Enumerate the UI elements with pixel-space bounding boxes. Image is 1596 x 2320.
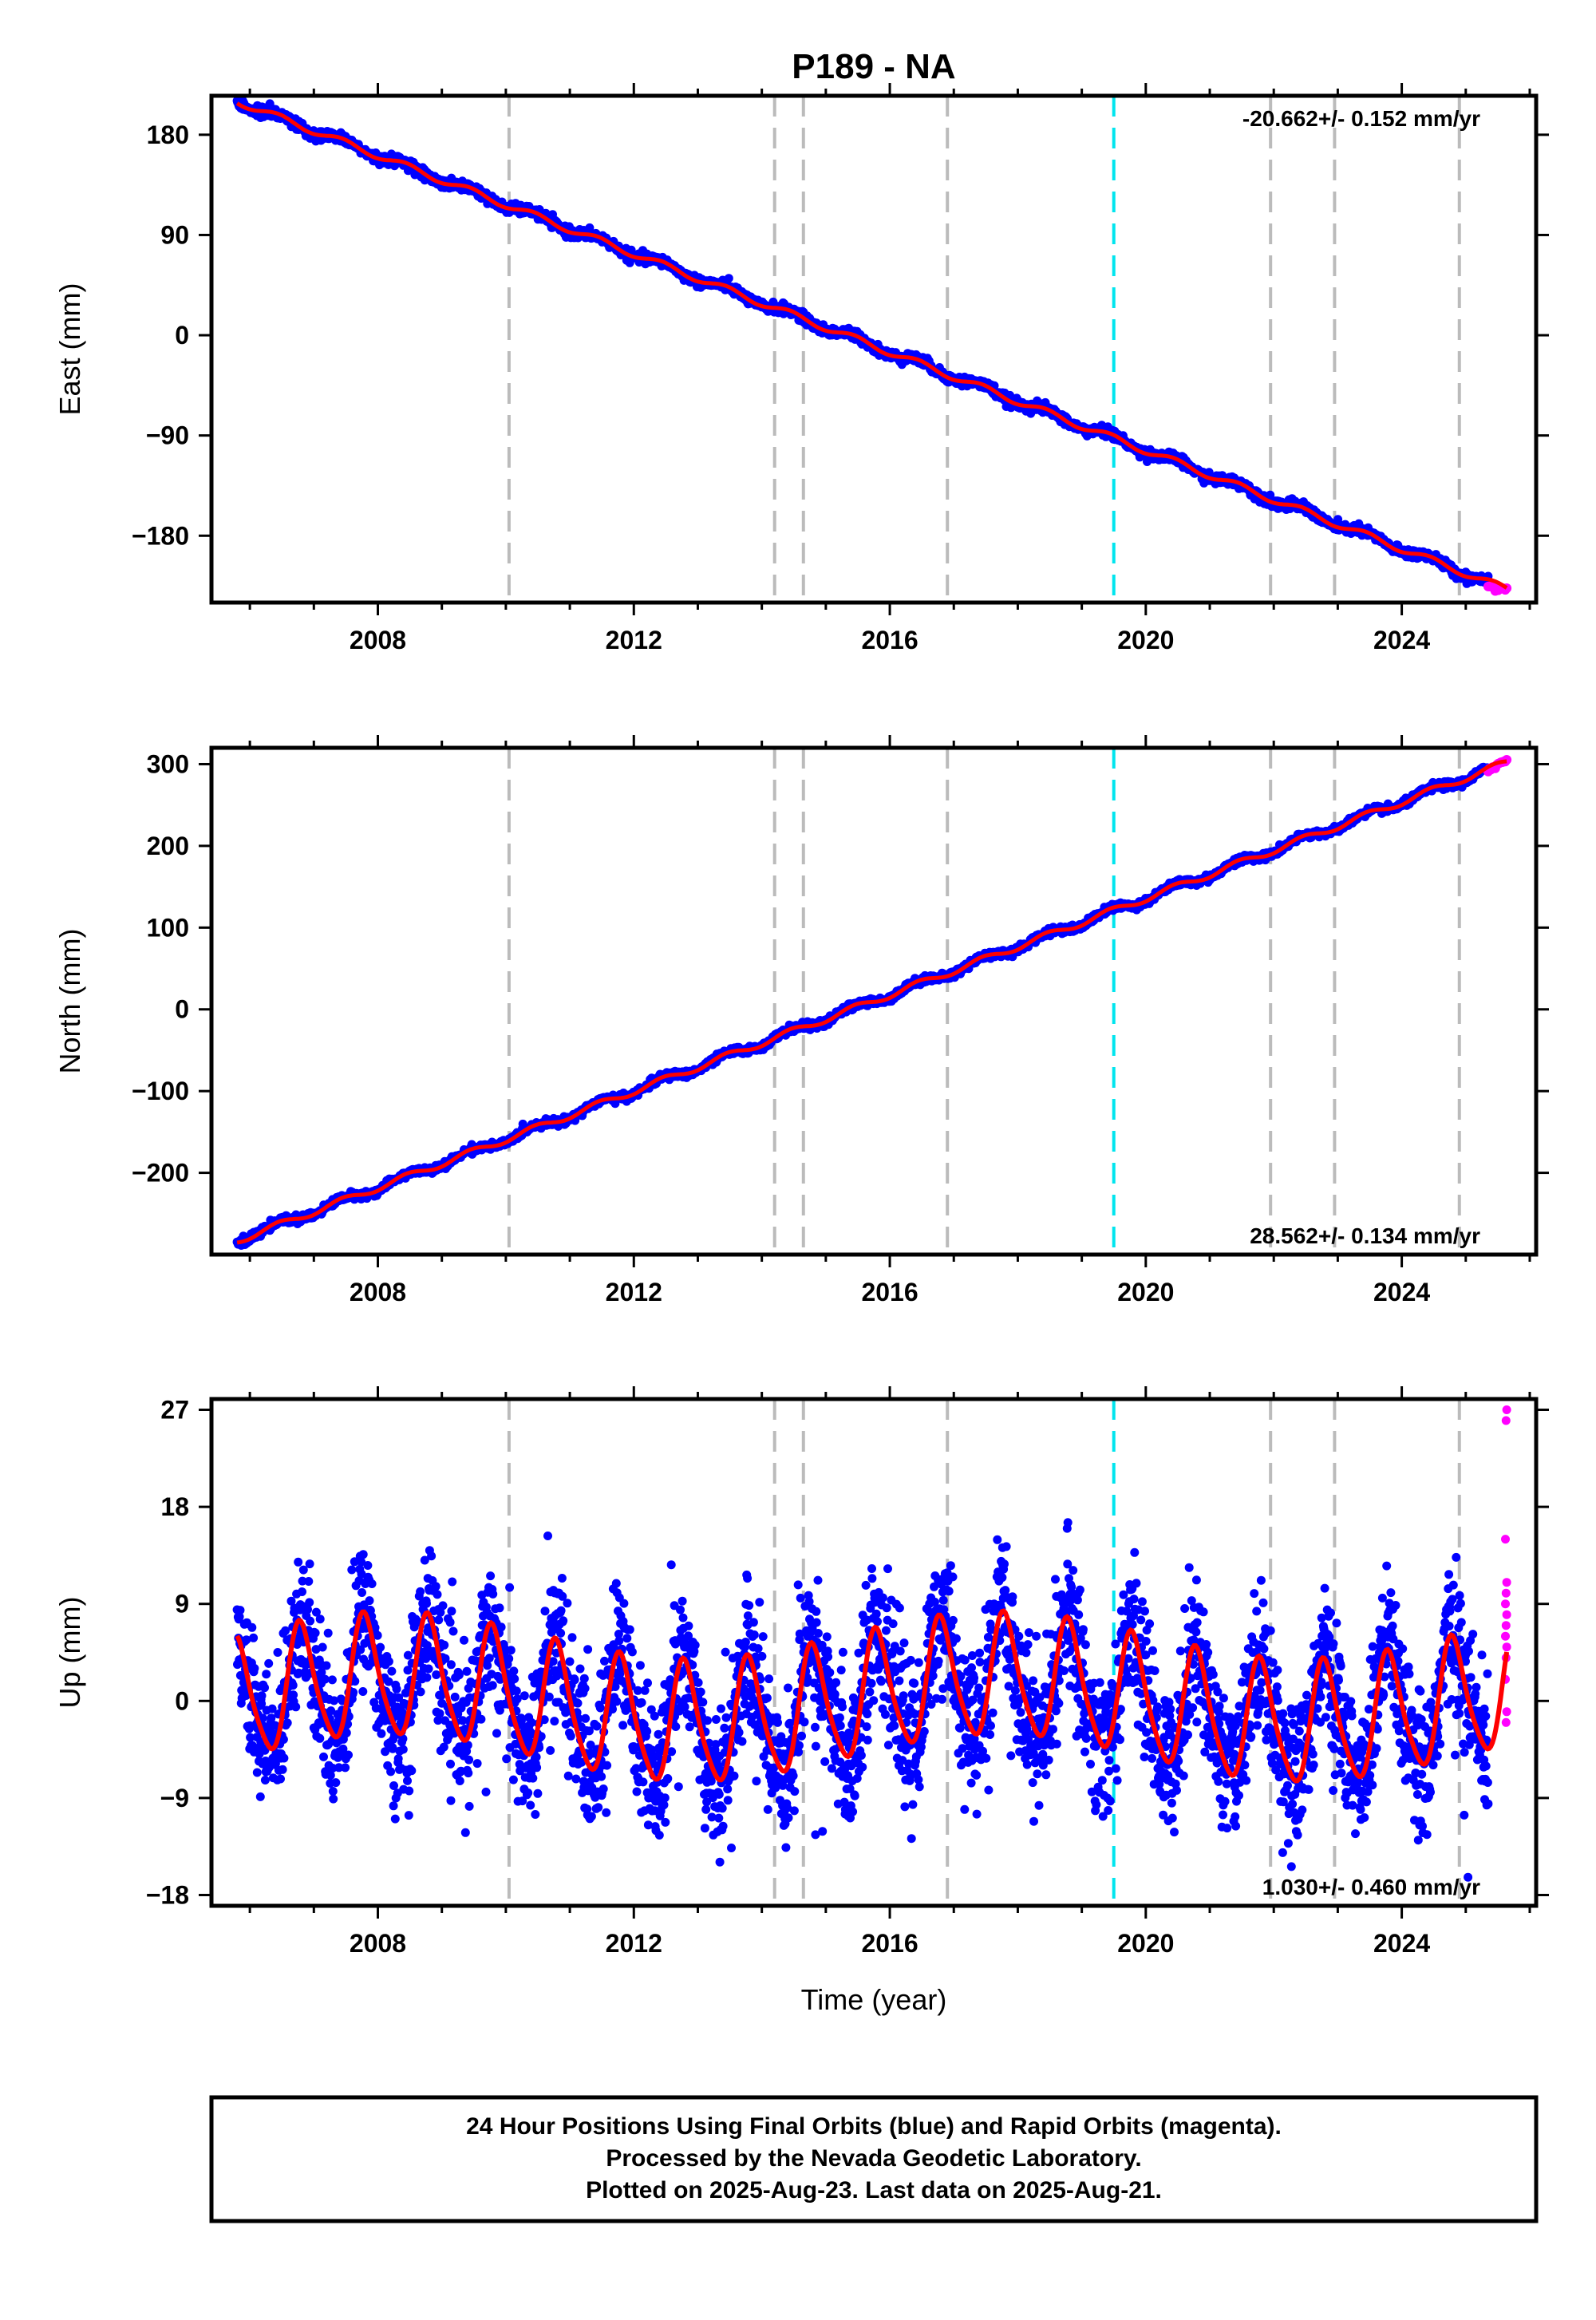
x-tick-label: 2016 (861, 626, 918, 654)
y-tick-label: −100 (132, 1077, 189, 1105)
rate-label: -20.662+/- 0.152 mm/yr (1242, 106, 1480, 131)
y-tick-label: 180 (147, 121, 189, 149)
y-tick-label: 300 (147, 749, 189, 778)
y-tick-label: 90 (160, 220, 189, 249)
x-tick-label: 2024 (1373, 626, 1430, 654)
x-tick-label: 2016 (861, 1278, 918, 1306)
y-tick-label: 100 (147, 913, 189, 942)
chart-title: P189 - NA (792, 47, 955, 86)
panels: 2008 2012 2016 2020 2024 −180 −90 0 90 180 East (m… (53, 83, 1549, 2009)
x-tick-label: 2020 (1117, 1278, 1174, 1306)
panel-plot-area (233, 96, 1512, 603)
panel-north: 2008 2012 2016 2020 2024 −200 −100 0 100 200 300 No… (53, 735, 1549, 1306)
x-tick-label: 2008 (350, 1278, 406, 1306)
rate-label: 28.562+/- 0.134 mm/yr (1250, 1223, 1480, 1248)
panel-east: 2008 2012 2016 2020 2024 −180 −90 0 90 180 East (m… (53, 83, 1549, 654)
x-tick-label: 2020 (1117, 626, 1174, 654)
final-orbit-point (725, 274, 733, 283)
model-fit-line (237, 103, 1507, 587)
y-axis-label: North (mm) (53, 929, 86, 1074)
y-tick-label: 0 (175, 321, 189, 350)
y-axis-label: East (mm) (53, 283, 86, 416)
model-fit-line (237, 761, 1507, 1243)
x-tick-label: 2024 (1373, 1278, 1430, 1306)
y-tick-label: −90 (146, 421, 189, 450)
y-tick-label: −200 (132, 1159, 189, 1188)
panel-plot-area (233, 748, 1512, 1255)
x-tick-label: 2012 (606, 626, 662, 654)
x-tick-label: 2008 (350, 626, 406, 654)
y-tick-label: −180 (132, 521, 189, 550)
y-tick-label: 0 (175, 995, 189, 1024)
x-tick-label: 2012 (606, 1278, 662, 1306)
y-tick-label: 200 (147, 832, 189, 860)
